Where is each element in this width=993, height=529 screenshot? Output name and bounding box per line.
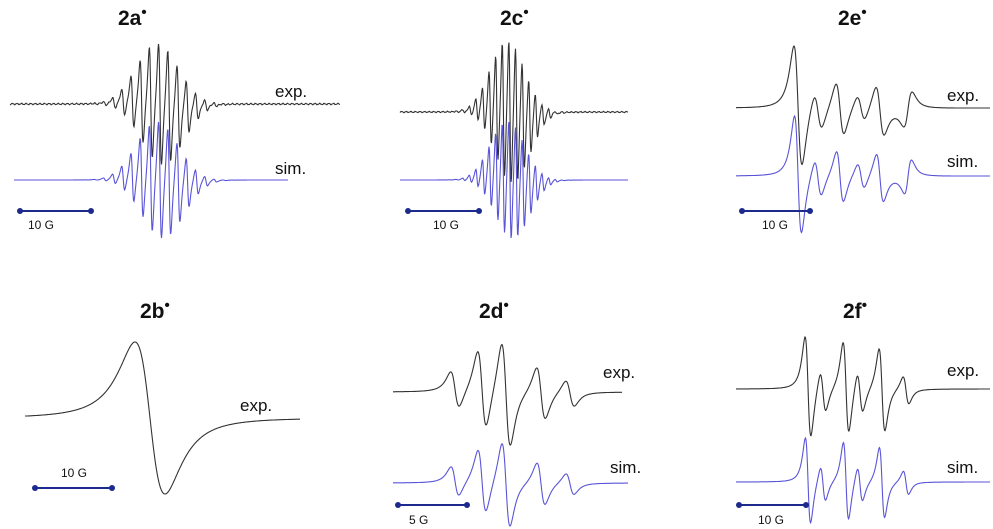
sim-spectrum-2e bbox=[736, 114, 990, 234]
panel-2d: 2d• exp. sim. 5 G bbox=[393, 297, 641, 527]
panel-2f: 2f• exp. sim. 10 G bbox=[736, 297, 990, 527]
scale-bar-2b bbox=[32, 485, 115, 491]
exp-spectrum-2f bbox=[736, 335, 990, 437]
exp-spectrum-2a bbox=[9, 43, 340, 165]
scale-bar-2a bbox=[17, 208, 94, 214]
scale-bar-2e bbox=[739, 208, 813, 214]
panel-2a: 2a• exp. sim. 10 G bbox=[9, 4, 340, 239]
scale-bar-2f bbox=[736, 502, 809, 508]
scale-label-2a: 10 G bbox=[28, 218, 54, 232]
sim-label-2d: sim. bbox=[610, 458, 641, 477]
exp-label-2b: exp. bbox=[240, 396, 272, 415]
exp-label-2e: exp. bbox=[947, 86, 979, 105]
panel-2b: 2b• exp. 10 G bbox=[24, 297, 301, 495]
exp-spectrum-2b bbox=[24, 341, 301, 495]
panel-2e: 2e• exp. sim. 10 G bbox=[736, 4, 990, 234]
panel-title-2a: 2a• bbox=[118, 4, 147, 30]
sim-label-2a: sim. bbox=[275, 159, 306, 178]
scale-label-2b: 10 G bbox=[61, 466, 87, 480]
sim-label-2f: sim. bbox=[947, 458, 978, 477]
panel-title-2e: 2e• bbox=[838, 4, 867, 30]
exp-spectrum-2e bbox=[736, 45, 990, 166]
panel-title-2f: 2f• bbox=[843, 297, 867, 323]
exp-spectrum-2d bbox=[393, 343, 623, 446]
scale-label-2c: 10 G bbox=[433, 218, 459, 232]
scale-label-2e: 10 G bbox=[762, 218, 788, 232]
exp-spectrum-2c bbox=[399, 42, 629, 182]
exp-label-2d: exp. bbox=[603, 363, 635, 382]
sim-spectrum-2c bbox=[400, 121, 628, 239]
panel-title-2b: 2b• bbox=[140, 297, 170, 323]
sim-spectrum-2f bbox=[736, 436, 990, 525]
scale-bar-2d bbox=[395, 502, 470, 508]
sim-spectrum-2d bbox=[393, 443, 628, 527]
panel-title-2d: 2d• bbox=[479, 297, 509, 323]
exp-label-2a: exp. bbox=[275, 82, 307, 101]
scale-label-2f: 10 G bbox=[758, 513, 784, 527]
sim-label-2e: sim. bbox=[947, 152, 978, 171]
scale-bar-2c bbox=[405, 208, 482, 214]
panel-2c: 2c• 10 G bbox=[399, 4, 629, 239]
panel-title-2c: 2c• bbox=[500, 4, 529, 30]
sim-spectrum-2a bbox=[14, 121, 288, 239]
scale-label-2d: 5 G bbox=[409, 513, 428, 527]
exp-label-2f: exp. bbox=[947, 361, 979, 380]
